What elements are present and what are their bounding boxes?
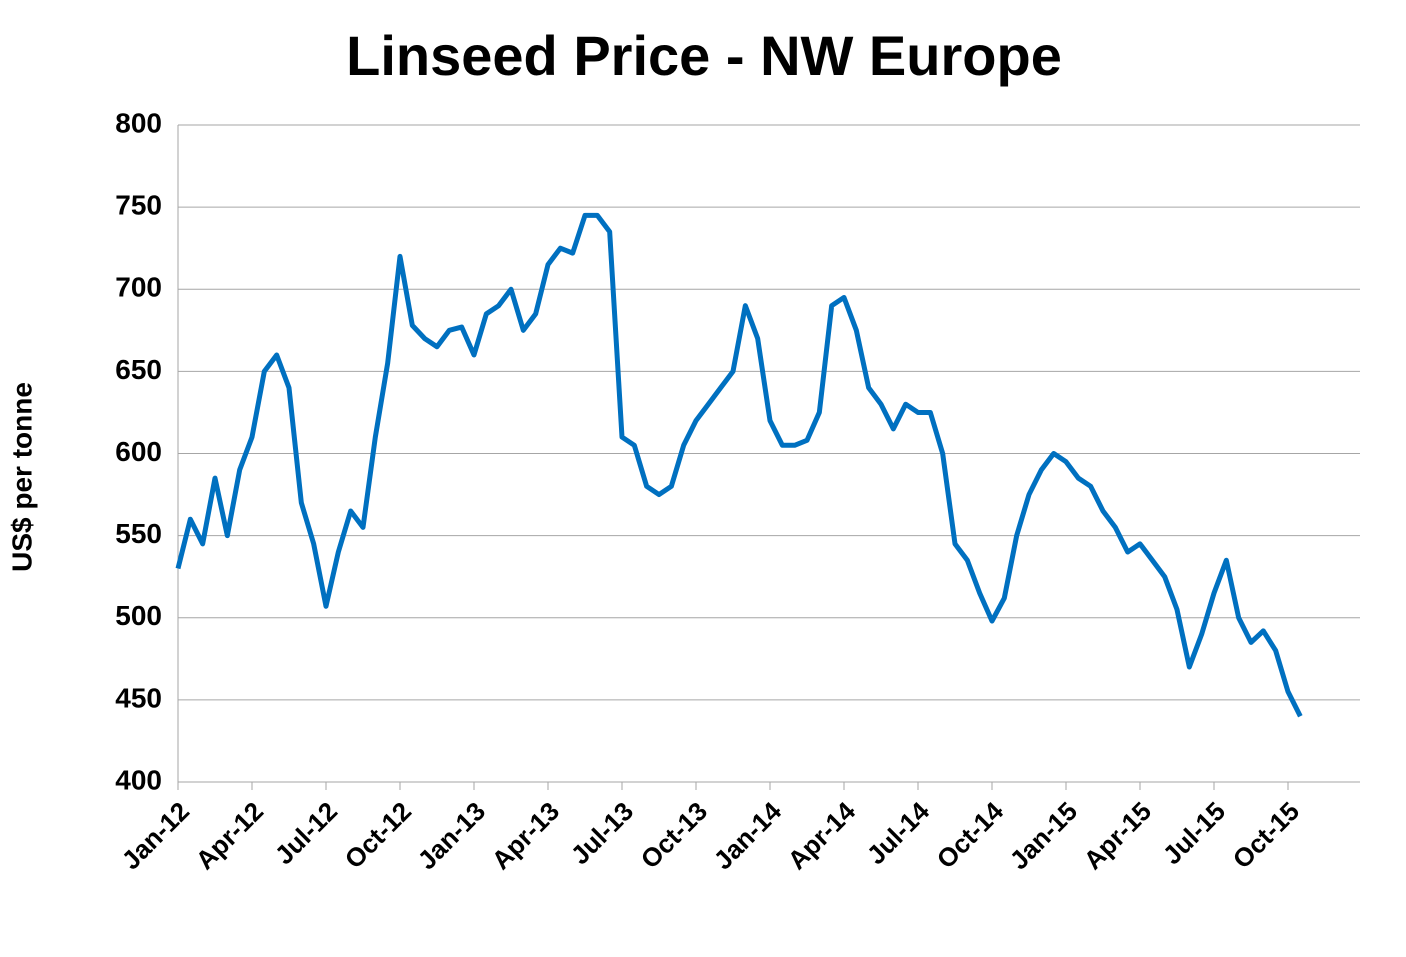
- y-tick-label: 600: [115, 436, 162, 467]
- x-tick-label: Apr-14: [782, 796, 862, 876]
- x-tick-label: Jan-15: [1004, 796, 1083, 875]
- y-tick-label: 650: [115, 354, 162, 385]
- x-tick-label: Apr-13: [486, 796, 565, 875]
- x-tick-label: Jul-12: [269, 796, 343, 870]
- x-tick-label: Jan-14: [708, 796, 788, 876]
- data-line: [175, 212, 1303, 718]
- x-tick-label: Jul-13: [565, 796, 639, 870]
- x-tick-label: Jul-14: [861, 796, 936, 871]
- x-tick-label: Oct-15: [1227, 796, 1305, 874]
- x-tick-label: Jul-15: [1157, 796, 1231, 870]
- x-tick-label: Apr-15: [1078, 796, 1157, 875]
- x-tick-label: Jan-12: [116, 796, 195, 875]
- y-tick-label: 800: [115, 107, 162, 138]
- y-tick-label: 700: [115, 272, 162, 303]
- y-tick-label: 750: [115, 190, 162, 221]
- y-tick-label: 500: [115, 600, 162, 631]
- x-tick-label: Jan-13: [412, 796, 491, 875]
- y-tick-label: 400: [115, 764, 162, 795]
- chart-title: Linseed Price - NW Europe: [346, 24, 1062, 87]
- x-tick-label: Oct-14: [931, 796, 1010, 875]
- x-tick-label: Apr-12: [190, 796, 269, 875]
- y-axis-label: US$ per tonne: [6, 382, 37, 572]
- y-tick-label: 550: [115, 518, 162, 549]
- y-tick-label: 450: [115, 682, 162, 713]
- x-tick-label: Oct-13: [635, 796, 713, 874]
- x-tick-label: Oct-12: [339, 796, 417, 874]
